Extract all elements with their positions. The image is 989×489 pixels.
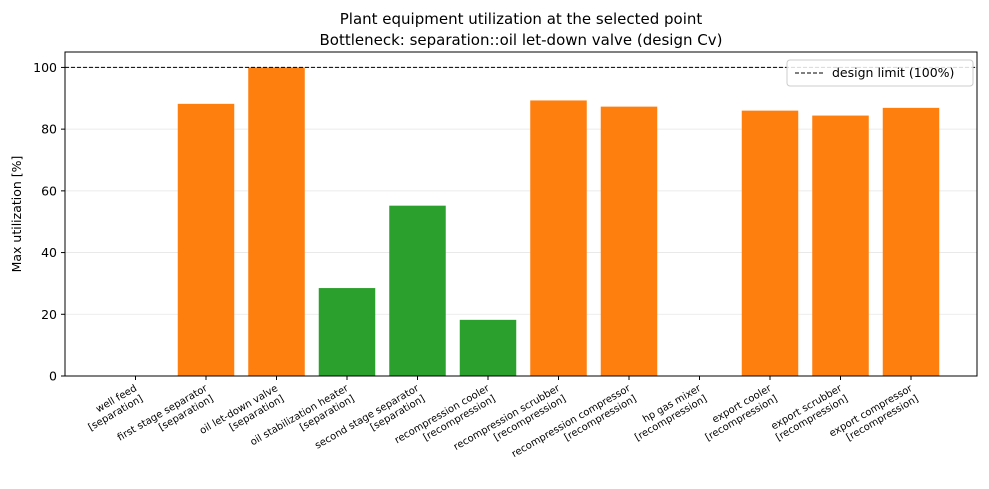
bar	[177, 103, 235, 376]
x-tick-label: hp gas mixer[recompression]	[633, 383, 709, 444]
y-axis-ticks: 0 20 40 60 80 100	[33, 60, 65, 384]
y-tick-label: 40	[41, 245, 57, 260]
legend: design limit (100%)	[786, 59, 974, 87]
x-axis-ticks: well feed[separation]first stage separat…	[87, 376, 921, 460]
bar	[600, 106, 658, 377]
y-axis-label: Max utilization [%]	[9, 156, 24, 273]
x-tick-label: export cooler[recompression]	[704, 383, 780, 444]
y-tick-label: 80	[41, 122, 57, 137]
y-tick-label: 0	[49, 369, 57, 384]
bar	[459, 319, 517, 376]
bar	[530, 100, 587, 377]
bar	[882, 107, 940, 376]
chart-title-line1: Plant equipment utilization at the selec…	[340, 10, 703, 28]
y-tick-label: 100	[33, 60, 57, 75]
plot-frame	[64, 51, 978, 377]
y-tick-label: 60	[41, 183, 57, 198]
bar	[318, 288, 376, 376]
legend-box	[786, 59, 974, 87]
bars	[177, 67, 940, 377]
y-tick-label: 20	[41, 307, 57, 322]
x-tick-label: recompression compressor[recompression]	[510, 383, 639, 460]
bar	[389, 205, 446, 376]
chart-title-line2: Bottleneck: separation::oil let-down val…	[320, 31, 723, 49]
bar	[812, 115, 869, 377]
bar	[248, 67, 305, 376]
x-tick-label: oil let-down valve[separation]	[198, 383, 286, 437]
legend-label: design limit (100%)	[832, 65, 954, 80]
bar	[741, 110, 799, 376]
